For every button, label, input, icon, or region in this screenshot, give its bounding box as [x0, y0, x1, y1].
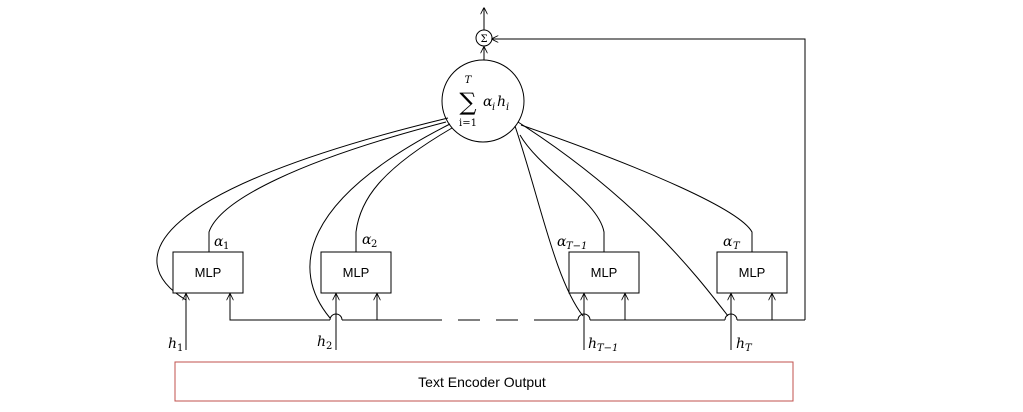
alphaT-curve	[520, 124, 753, 252]
hT1-sub: T−1	[597, 343, 618, 354]
hidden-state-label-T: h T	[736, 336, 753, 354]
h1-to-sum-curve	[156, 117, 449, 301]
sum-body-h: h	[497, 94, 506, 110]
alpha-2-sub: 2	[371, 239, 377, 250]
alpha-T-sub: T	[733, 241, 741, 252]
h1-symbol: h	[168, 336, 177, 352]
hT-to-sum-curve	[517, 121, 729, 317]
hT1-to-sum-curve	[514, 125, 584, 317]
h2-to-sum-curve	[309, 123, 451, 319]
h2-symbol: h	[317, 334, 326, 350]
sum-body-h-sub: i	[506, 102, 509, 113]
alpha-T1-symbol: α	[557, 234, 567, 250]
h1-sub: 1	[177, 343, 183, 354]
alpha-1-sub: 1	[223, 241, 229, 252]
small-sum-symbol: Σ	[480, 34, 487, 45]
alpha-1-symbol: α	[214, 234, 224, 250]
alpha-T1-sub: T−1	[566, 241, 587, 252]
alphaT1-curve	[519, 134, 605, 252]
sum-body-alpha-sub: i	[492, 102, 495, 113]
alpha2-curve	[355, 127, 453, 252]
hT-sub: T	[745, 343, 753, 354]
mlp-block-2: MLP	[320, 251, 392, 294]
weighted-sum-formula: T ∑ i=1 α i h i	[459, 75, 509, 129]
alpha-label-1: α 1	[214, 234, 229, 252]
text-encoder-output-label: Text Encoder Output	[418, 374, 546, 390]
alpha1-curve	[208, 121, 447, 252]
state-bus	[229, 294, 805, 321]
text-encoder-output-box: Text Encoder Output	[174, 361, 794, 402]
weighted-sum-node	[441, 59, 525, 143]
mlp-block-T: MLP	[716, 251, 788, 294]
sum-lower-limit: i=1	[459, 118, 477, 129]
alpha-T-symbol: α	[723, 234, 733, 250]
hidden-state-label-1: h 1	[168, 336, 183, 354]
mlp-label-1: MLP	[195, 265, 222, 280]
h2-sub: 2	[326, 341, 332, 352]
mlp-label-T-1: MLP	[591, 265, 618, 280]
hidden-state-label-2: h 2	[317, 334, 332, 352]
alpha-2-symbol: α	[362, 232, 372, 248]
alpha-label-T: α T	[723, 234, 741, 252]
alpha-label-T-1: α T−1	[557, 234, 587, 252]
mlp-block-1: MLP	[172, 251, 244, 294]
mlp-label-T: MLP	[739, 265, 766, 280]
hT1-symbol: h	[588, 336, 597, 352]
sum-sigma: ∑	[459, 88, 476, 116]
sum-upper-limit: T	[465, 75, 473, 86]
mlp-block-T-1: MLP	[568, 251, 640, 294]
alpha-label-2: α 2	[362, 232, 377, 250]
mlp-label-2: MLP	[343, 265, 370, 280]
hT-symbol: h	[736, 336, 745, 352]
hidden-state-label-T-1: h T−1	[588, 336, 618, 354]
sum-body-alpha: α	[483, 94, 493, 110]
feedback-loop-line	[492, 39, 806, 320]
